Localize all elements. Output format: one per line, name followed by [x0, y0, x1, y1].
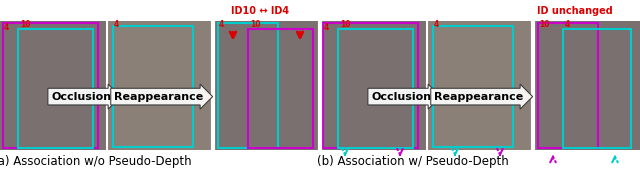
Bar [213, 21, 320, 150]
Text: 4: 4 [324, 23, 329, 32]
Text: 4: 4 [4, 23, 9, 32]
Bar [563, 29, 631, 148]
Text: Reappearance: Reappearance [434, 92, 524, 102]
Bar [533, 21, 640, 150]
Bar [320, 21, 427, 150]
Text: (b) Association w/ Pseudo-Depth: (b) Association w/ Pseudo-Depth [317, 155, 509, 168]
Bar [338, 29, 413, 148]
Text: (a) Association w/o Pseudo-Depth: (a) Association w/o Pseudo-Depth [0, 155, 192, 168]
Bar [0, 21, 107, 150]
Bar [3, 23, 98, 148]
Text: ID10 ↔ ID4: ID10 ↔ ID4 [231, 6, 289, 16]
Text: 10: 10 [250, 20, 260, 29]
Text: 10: 10 [539, 20, 550, 29]
Text: Occlusion: Occlusion [51, 92, 111, 102]
Text: 10: 10 [340, 20, 351, 29]
Bar [18, 29, 93, 148]
Text: 4: 4 [219, 20, 224, 29]
Text: ID unchanged: ID unchanged [537, 6, 613, 16]
Text: 4: 4 [434, 20, 439, 29]
Bar [433, 26, 513, 147]
Bar [218, 23, 278, 148]
Bar [107, 21, 213, 150]
Text: 4: 4 [114, 20, 119, 29]
Text: 4: 4 [565, 20, 570, 29]
Bar [538, 23, 598, 148]
Bar [113, 26, 193, 147]
Bar [323, 23, 418, 148]
Bar [248, 29, 313, 148]
Text: Reappearance: Reappearance [114, 92, 204, 102]
Bar [427, 21, 533, 150]
Text: Occlusion: Occlusion [371, 92, 431, 102]
Text: 10: 10 [20, 20, 31, 29]
